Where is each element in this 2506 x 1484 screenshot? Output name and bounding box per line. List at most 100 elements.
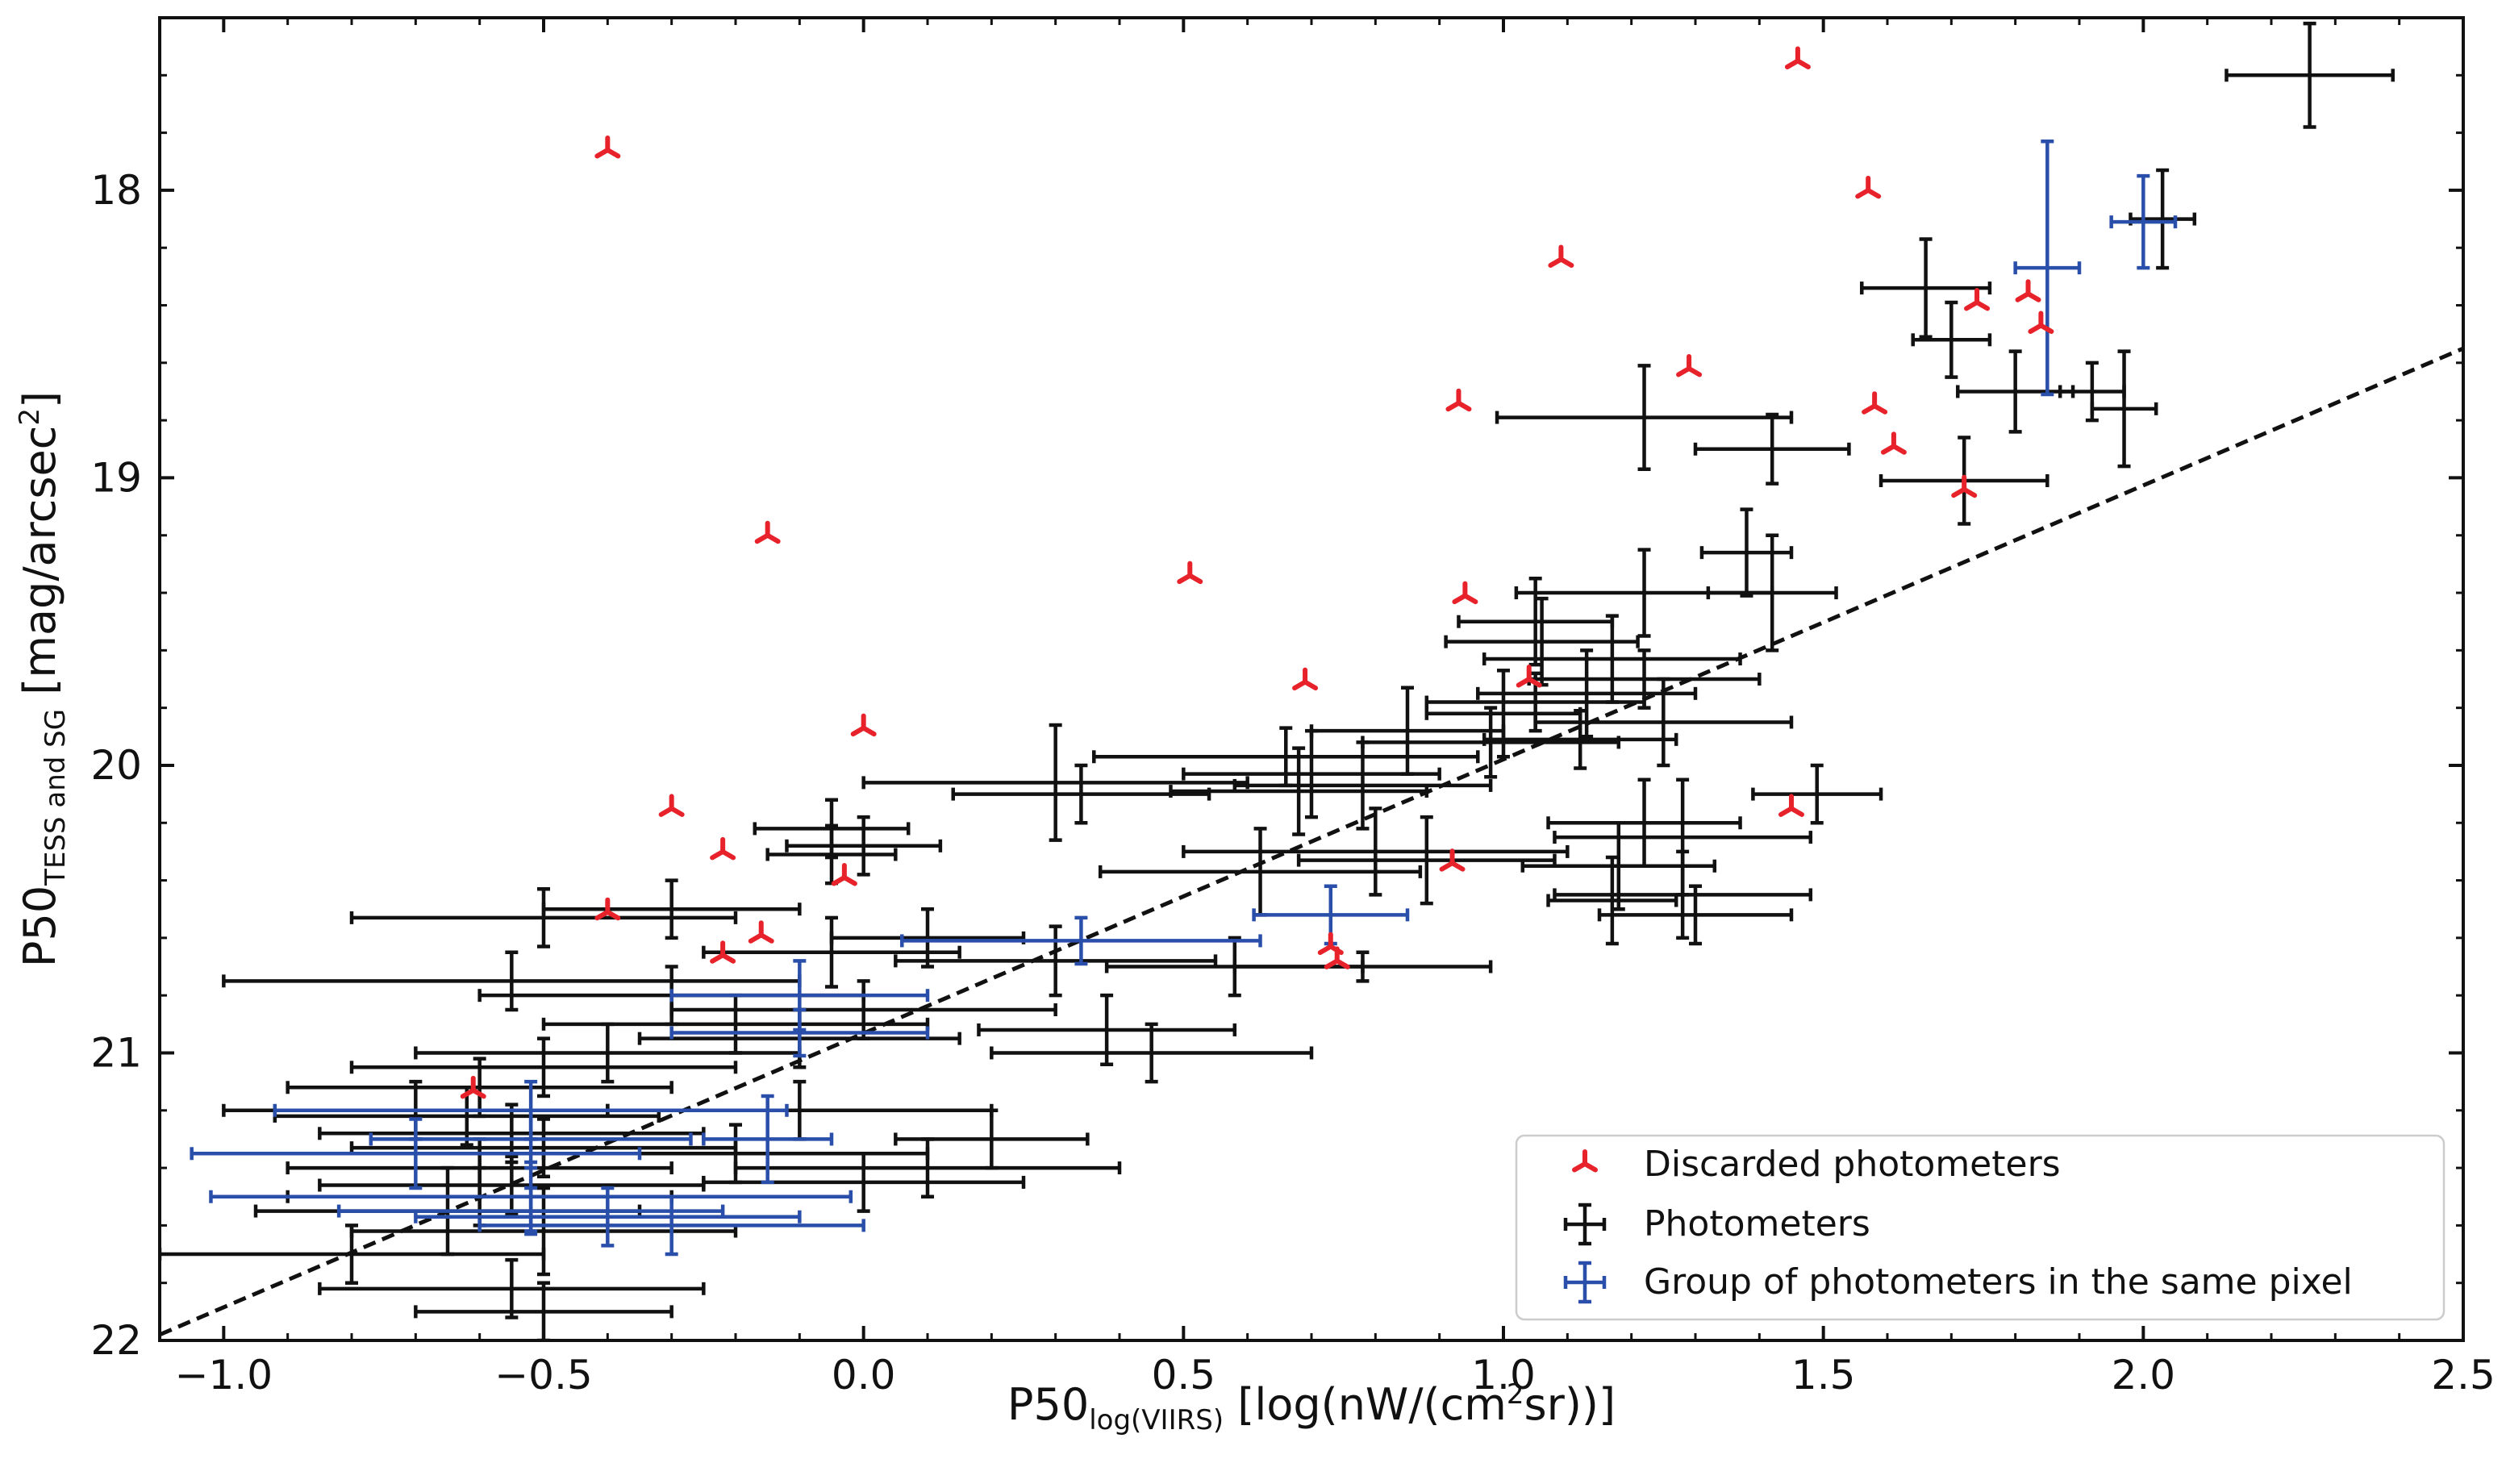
y-tick-label: 19 — [90, 454, 142, 501]
photometer-point — [1533, 677, 1794, 768]
marker-arm — [2025, 291, 2041, 302]
discarded-photometer-point — [2015, 279, 2041, 302]
discarded-photometers-series — [460, 46, 2054, 1099]
marker-arm — [758, 932, 774, 944]
marker-arm — [720, 848, 736, 861]
photometer-point — [861, 723, 1249, 842]
x-tick-label: 1.0 — [1471, 1352, 1536, 1399]
photometer-point — [1495, 364, 1794, 471]
photometer-point — [349, 1186, 738, 1277]
marker-arm — [1582, 1161, 1598, 1173]
discarded-photometer-point — [2028, 311, 2054, 334]
x-tick-labels: −1.0 −0.5 0.0 0.5 1.0 1.5 2.0 2.5 — [175, 1352, 2496, 1399]
x-axis-label: P50log(VIIRS) [log(nW/(cm2sr))] — [1007, 1378, 1616, 1436]
photometer-point — [1597, 884, 1794, 946]
marker-arm — [1334, 958, 1350, 969]
group-photometer-point — [702, 1094, 834, 1185]
marker-arm — [1866, 187, 1882, 199]
photometer-point — [1514, 548, 1774, 638]
photometer-point — [1751, 763, 1883, 825]
marker-arm — [1449, 861, 1466, 872]
photometer-point — [1699, 507, 1794, 598]
discarded-photometer-point — [1292, 667, 1319, 691]
discarded-photometer-point — [710, 836, 736, 861]
y-tick-labels: 18 19 20 21 22 — [90, 167, 142, 1364]
discarded-photometer-point — [1951, 474, 1978, 498]
marker-arm — [841, 875, 857, 886]
discarded-photometer-point — [1445, 388, 1472, 412]
marker-arm — [1974, 299, 1991, 311]
y-axis-label-rest: [mag/arcsec — [15, 426, 65, 709]
discarded-photometer-point — [1177, 561, 1203, 585]
discarded-photometer-point — [748, 920, 774, 944]
y-tick-label: 22 — [90, 1317, 142, 1364]
x-tick-label: 0.0 — [832, 1352, 896, 1399]
y-axis-label-sup: 2 — [14, 408, 46, 426]
discarded-photometer-point — [460, 1075, 486, 1099]
photometer-point — [222, 950, 802, 1012]
photometer-point — [273, 1086, 661, 1147]
x-tick-label: 1.5 — [1791, 1352, 1856, 1399]
photometer-point — [785, 815, 943, 877]
discarded-photometer-point — [1964, 287, 1991, 311]
photometer-point — [160, 1223, 546, 1285]
marker-arm — [1303, 679, 1319, 691]
photometer-point — [765, 823, 898, 886]
photometer-point — [1182, 728, 1441, 819]
group-photometer-point — [900, 915, 1262, 966]
marker-arm — [1789, 806, 1804, 817]
photometer-point — [1546, 777, 1742, 868]
legend-errorbar-marker — [1563, 1203, 1607, 1246]
group-photometer-point — [669, 1007, 930, 1058]
legend-box — [1515, 1134, 2446, 1321]
legend-discarded-marker-icon — [1572, 1149, 1598, 1173]
legend-tri-marker — [1572, 1149, 1598, 1173]
legend-label-discarded: Discarded photometers — [1644, 1144, 2061, 1185]
group-photometer-point — [336, 1186, 725, 1236]
discarded-photometer-point — [831, 863, 857, 886]
plot-frame — [158, 16, 2465, 1342]
photometer-point — [349, 887, 738, 948]
marker-arm — [861, 725, 877, 737]
discarded-photometer-point — [594, 897, 621, 921]
photometer-point — [318, 1154, 706, 1216]
group-photometer-point — [369, 1108, 693, 1170]
photometer-point — [702, 1152, 1026, 1213]
photometer-point — [1092, 726, 1480, 788]
group-photometer-point — [477, 1194, 865, 1257]
discarded-photometer-point — [754, 520, 781, 544]
discarded-photometer-point — [1784, 46, 1811, 69]
x-tick-label: 2.0 — [2112, 1352, 2176, 1399]
marker-arm — [1456, 400, 1472, 412]
marker-arm — [605, 909, 621, 921]
photometer-point — [894, 924, 1218, 998]
photometer-point — [318, 1257, 706, 1319]
discarded-photometer-point — [1676, 353, 1703, 377]
group-photometer-point — [2013, 140, 2082, 397]
x-axis-label-sub: log(VIIRS) — [1089, 1404, 1224, 1436]
y-tick-label: 20 — [90, 742, 142, 789]
y-axis-label: P50TESS and SG [mag/arcsec2] — [14, 391, 72, 967]
legend-label-group: Group of photometers in the same pixel — [1644, 1261, 2353, 1303]
x-axis-label-sup: 2 — [1507, 1378, 1524, 1411]
marker-arm — [1687, 365, 1703, 377]
marker-arm — [1558, 256, 1574, 268]
discarded-photometer-point — [710, 940, 736, 964]
discarded-photometer-point — [1778, 794, 1804, 817]
photometer-point — [1457, 576, 1615, 667]
x-tick-label: −1.0 — [175, 1352, 273, 1399]
legend-photometers-marker-icon — [1563, 1203, 1607, 1246]
photometer-point — [702, 915, 961, 989]
photometer-point — [1860, 237, 1992, 339]
discarded-photometer-point — [1452, 581, 1478, 605]
discarded-photometer-point — [1516, 665, 1542, 688]
discarded-photometer-point — [1880, 431, 1907, 455]
photometer-point — [1546, 855, 1678, 946]
marker-arm — [605, 148, 621, 159]
discarded-photometer-point — [1324, 946, 1350, 969]
marker-arm — [669, 806, 685, 817]
discarded-photometer-point — [594, 135, 621, 159]
photometer-point — [1911, 300, 1992, 379]
discarded-photometer-point — [1548, 244, 1574, 268]
photometer-point — [1482, 614, 1742, 704]
